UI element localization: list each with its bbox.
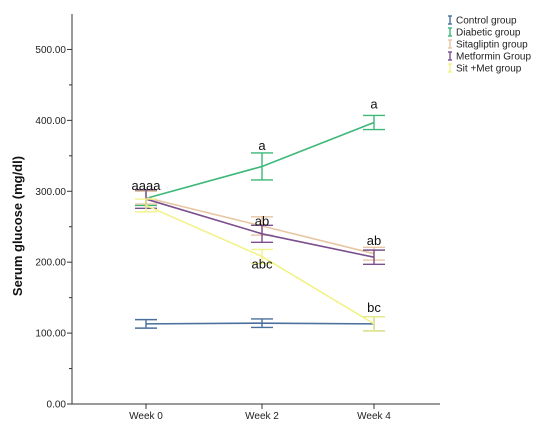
series-line bbox=[145, 121, 375, 200]
legend-label: Metformin Group bbox=[456, 52, 531, 63]
significance-annotation: ab bbox=[255, 213, 269, 228]
significance-annotation: ab bbox=[367, 233, 381, 248]
legend-entry: Metformin Group bbox=[448, 51, 531, 63]
legend-entry: Control group bbox=[448, 15, 517, 27]
y-tick-label: 200.00 bbox=[35, 258, 66, 269]
axes: 0.00 100.00 200.00 300.00 400.00 500.00 Week 0… bbox=[35, 14, 440, 422]
x-tick-label: Week 4 bbox=[357, 411, 391, 422]
y-axis-label: Serum glucose (mg/dl) bbox=[10, 156, 25, 296]
y-tick-label: 100.00 bbox=[35, 329, 66, 340]
y-tick-label: 300.00 bbox=[35, 187, 66, 198]
significance-annotation: bc bbox=[367, 300, 381, 315]
series-control-group bbox=[135, 316, 385, 332]
series-diabetic-group bbox=[135, 114, 385, 207]
y-tick-label: 400.00 bbox=[35, 116, 66, 127]
significance-annotation: a bbox=[258, 138, 266, 153]
legend-entry: Sit +Met group bbox=[448, 63, 522, 75]
significance-annotation: a bbox=[370, 96, 378, 111]
series-line bbox=[145, 322, 375, 325]
legend-entry: Diabetic group bbox=[448, 27, 521, 39]
legend-label: Sit +Met group bbox=[456, 64, 522, 75]
legend-label: Sitagliptin group bbox=[456, 40, 528, 51]
series-layer bbox=[135, 114, 385, 332]
y-tick-label: 0.00 bbox=[47, 400, 67, 411]
x-tick-label: Week 0 bbox=[129, 411, 163, 422]
x-tick-label: Week 2 bbox=[245, 411, 279, 422]
series-sit-met-group bbox=[135, 198, 385, 332]
legend-label: Diabetic group bbox=[456, 28, 521, 39]
legend-label: Control group bbox=[456, 16, 517, 27]
legend-entry: Sitagliptin group bbox=[448, 39, 528, 51]
y-tick-label: 500.00 bbox=[35, 45, 66, 56]
significance-annotation: aaaa bbox=[132, 178, 162, 193]
significance-annotation: abc bbox=[252, 257, 273, 272]
